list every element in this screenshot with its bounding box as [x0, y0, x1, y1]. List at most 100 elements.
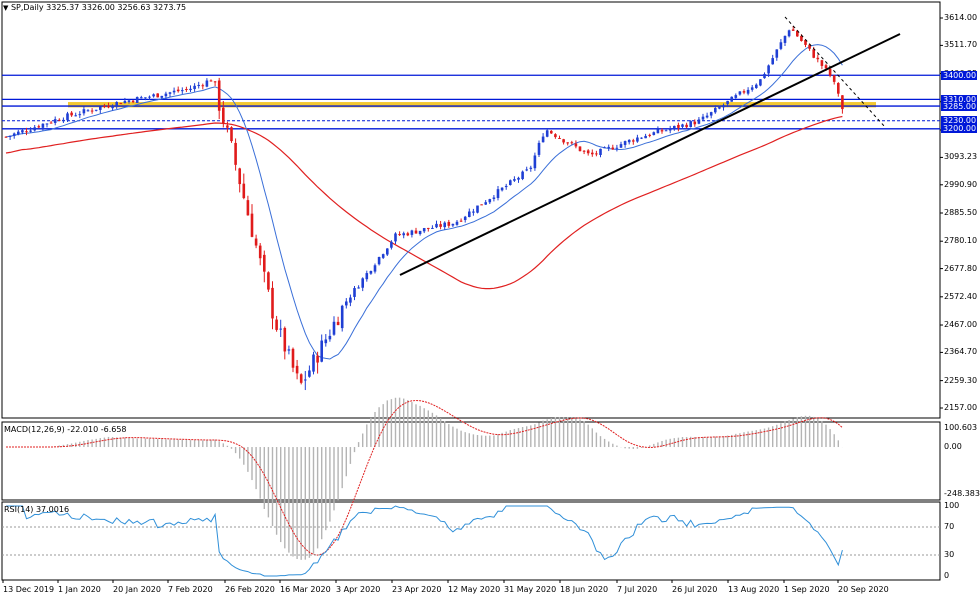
candle-body: [718, 107, 721, 109]
candle-body: [21, 130, 24, 133]
candle-body: [176, 89, 180, 92]
candle-body: [373, 265, 377, 272]
candle-body: [558, 138, 561, 140]
support-zone: [68, 102, 876, 108]
date-tick-label: 16 Mar 2020: [280, 585, 331, 594]
candle-body: [685, 124, 688, 128]
candle-body: [312, 354, 315, 372]
candle-body: [701, 116, 705, 120]
candle-body: [734, 95, 738, 98]
date-tick-label: 7 Jul 2020: [617, 585, 658, 594]
candle-body: [586, 150, 590, 154]
candle-body: [271, 287, 274, 319]
candle-body: [775, 49, 779, 58]
candle-body: [336, 321, 340, 326]
chart-header: ▼ SP,Daily 3325.37 3326.00 3256.63 3273.…: [3, 3, 186, 12]
candle-body: [435, 223, 438, 228]
candle-body: [459, 220, 463, 222]
candle-body: [123, 100, 127, 104]
candle-body: [820, 60, 824, 66]
macd-tick-label: -248.383: [944, 489, 980, 498]
rsi-pane: [1, 501, 941, 581]
candle-body: [824, 65, 828, 69]
candle-body: [304, 379, 307, 381]
candle-body: [566, 142, 569, 144]
candle-body: [45, 123, 49, 125]
candle-body: [328, 335, 332, 340]
candle-body: [660, 130, 664, 132]
candle-body: [53, 119, 57, 123]
candle-body: [390, 241, 393, 248]
candle-body: [74, 115, 77, 117]
level-price-tag: 3200.00: [941, 124, 977, 134]
candle-body: [422, 228, 426, 232]
candle-body: [607, 146, 610, 148]
candle-body: [472, 211, 475, 213]
candle-body: [644, 135, 647, 139]
symbol-dropdown-icon[interactable]: ▼: [3, 4, 9, 12]
candle-body: [521, 171, 524, 180]
candle-body: [541, 136, 545, 143]
rsi-tick-label: 30: [944, 550, 955, 559]
candle-body: [447, 221, 451, 226]
candle-body: [763, 73, 766, 79]
candle-body: [623, 141, 627, 145]
candle-body: [804, 39, 807, 45]
candle-body: [828, 68, 832, 76]
candle-body: [242, 183, 246, 199]
candle-body: [205, 80, 209, 87]
price-tick-label: 2885.50: [944, 208, 978, 217]
candle-body: [431, 227, 434, 229]
candle-body: [299, 374, 303, 383]
candle-body: [398, 234, 401, 236]
price-tick-label: 2157.00: [944, 403, 978, 412]
candle-body: [209, 80, 213, 82]
price-tick-label: 2259.30: [944, 375, 978, 385]
date-tick-label: 1 Jan 2020: [58, 585, 101, 594]
candle-body: [295, 365, 299, 374]
candle-body: [603, 147, 606, 149]
candle-body: [381, 254, 385, 258]
candle-body: [168, 92, 172, 94]
candle-body: [513, 179, 516, 181]
candle-body: [287, 349, 291, 351]
candle-body: [119, 103, 123, 105]
candle-body: [537, 142, 541, 155]
candle-body: [29, 130, 32, 132]
candle-body: [730, 96, 733, 102]
candle-body: [529, 167, 533, 169]
candle-body: [787, 30, 791, 37]
rsi-tick-label: 70: [944, 522, 955, 531]
candle-body: [611, 147, 615, 150]
candle-body: [230, 127, 233, 142]
candle-body: [394, 233, 397, 242]
candle-body: [779, 42, 783, 49]
candle-body: [488, 199, 492, 203]
candle-body: [627, 139, 631, 143]
rsi-tick-label: 0: [944, 571, 950, 580]
candle-body: [578, 146, 582, 152]
candle-body: [636, 137, 639, 142]
candle-body: [103, 105, 106, 107]
price-tick-label: 3093.23: [944, 152, 978, 162]
candle-body: [615, 147, 619, 149]
candle-body: [484, 202, 487, 205]
candle-body: [66, 113, 69, 121]
candle-body: [58, 119, 61, 121]
date-tick-label: 12 May 2020: [448, 585, 501, 594]
candle-body: [595, 153, 598, 155]
candle-body: [181, 90, 184, 92]
candle-body: [99, 106, 102, 110]
date-tick-label: 20 Sep 2020: [838, 585, 889, 594]
candle-body: [738, 91, 742, 95]
candle-body: [816, 57, 820, 60]
date-tick-label: 13 Dec 2019: [3, 585, 55, 594]
price-tick-label: 2780.10: [944, 236, 978, 246]
candle-body: [115, 101, 118, 106]
date-tick-label: 18 Jun 2020: [560, 585, 609, 594]
date-tick-label: 13 Aug 2020: [728, 585, 780, 594]
candle-body: [160, 95, 164, 98]
candle-body: [357, 287, 360, 289]
candle-body: [759, 79, 762, 86]
